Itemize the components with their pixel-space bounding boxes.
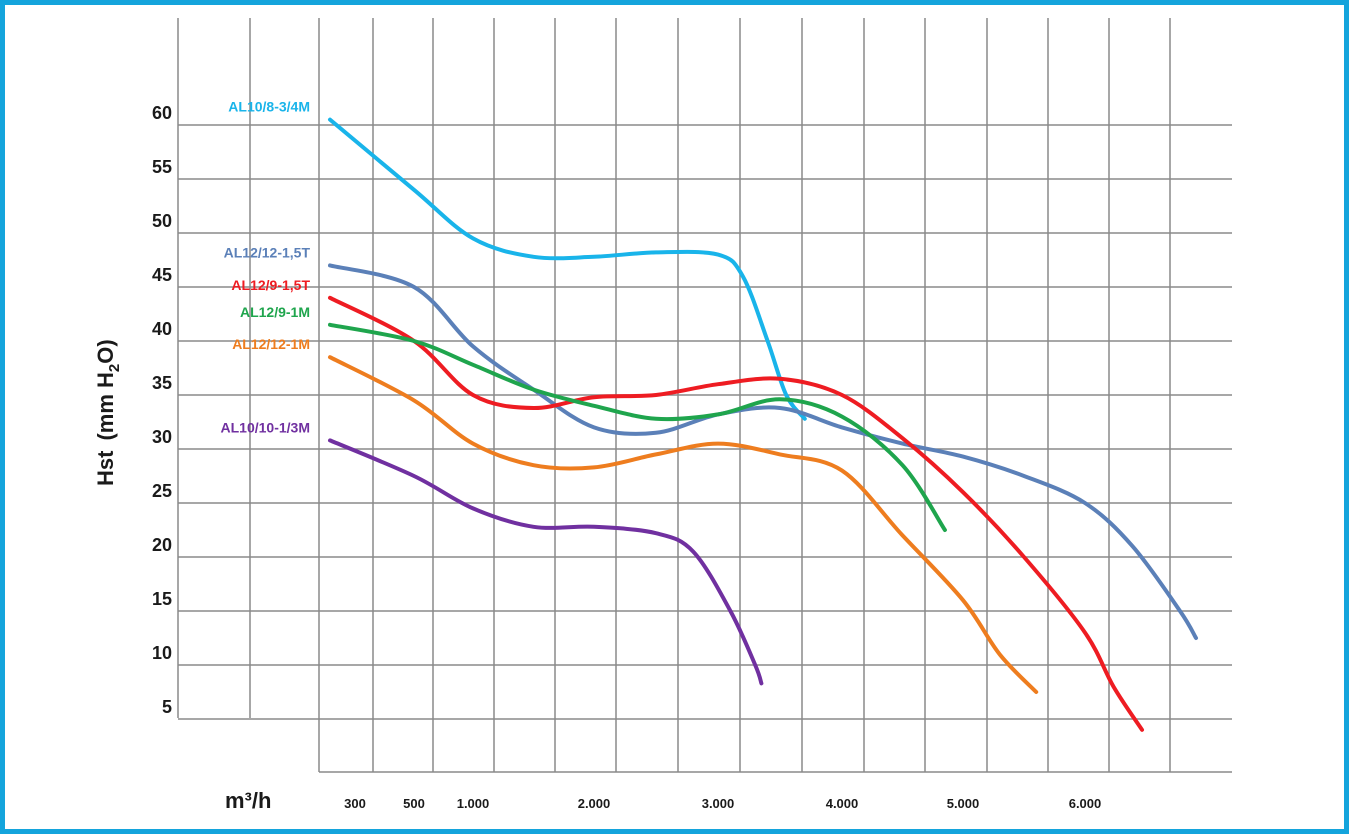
y-tick-label: 55 — [152, 157, 172, 177]
y-tick-label: 40 — [152, 319, 172, 339]
x-tick-label: 5.000 — [947, 796, 980, 811]
series-label-5: AL10/10-1/3M — [221, 419, 310, 435]
x-tick-label: 1.000 — [457, 796, 490, 811]
series-line-1 — [328, 263, 1198, 640]
x-axis-label: m³/h — [225, 788, 271, 813]
series-line-0 — [328, 117, 807, 421]
x-tick-label: 6.000 — [1069, 796, 1102, 811]
x-tick-label: 4.000 — [826, 796, 859, 811]
series-label-2: AL12/9-1,5T — [231, 277, 310, 293]
x-tick-label: 2.000 — [578, 796, 611, 811]
x-tick-label: 3.000 — [702, 796, 735, 811]
y-axis-label: Hst (mm H2O) — [93, 339, 123, 486]
y-tick-label: 5 — [162, 697, 172, 717]
y-tick-label: 15 — [152, 589, 172, 609]
x-tick-labels: 300 500 1.000 2.000 3.000 4.000 5.000 6.000 — [344, 796, 1101, 811]
y-tick-label: 45 — [152, 265, 172, 285]
x-tick-label: 300 — [344, 796, 366, 811]
series-label-1: AL12/12-1,5T — [224, 244, 311, 260]
grid — [177, 18, 1232, 773]
series-line-2 — [328, 295, 1144, 732]
y-tick-label: 60 — [152, 103, 172, 123]
y-axis-label-unit-post: O) — [93, 339, 118, 363]
y-tick-labels: 5 10 15 20 25 30 35 40 45 50 55 60 — [152, 103, 172, 717]
series-labels: AL10/8-3/4M AL12/12-1,5T AL12/9-1,5T AL12/9… — [221, 99, 311, 436]
series-line-3 — [328, 322, 947, 532]
series-label-3: AL12/9-1M — [240, 304, 310, 320]
y-axis-label-main: Hst — [93, 450, 118, 486]
y-axis-label-unit-pre: (mm H — [93, 372, 118, 440]
x-tick-label: 500 — [403, 796, 425, 811]
y-tick-label: 30 — [152, 427, 172, 447]
series-line-4 — [328, 355, 1039, 694]
series-lines — [328, 117, 1198, 732]
series-label-4: AL12/12-1M — [232, 336, 310, 352]
series-label-0: AL10/8-3/4M — [228, 99, 310, 115]
y-tick-label: 10 — [152, 643, 172, 663]
y-tick-label: 35 — [152, 373, 172, 393]
y-axis-label-unit-sub: 2 — [106, 364, 123, 372]
y-tick-label: 25 — [152, 481, 172, 501]
y-tick-label: 50 — [152, 211, 172, 231]
y-tick-label: 20 — [152, 535, 172, 555]
series-line-5 — [328, 438, 764, 686]
